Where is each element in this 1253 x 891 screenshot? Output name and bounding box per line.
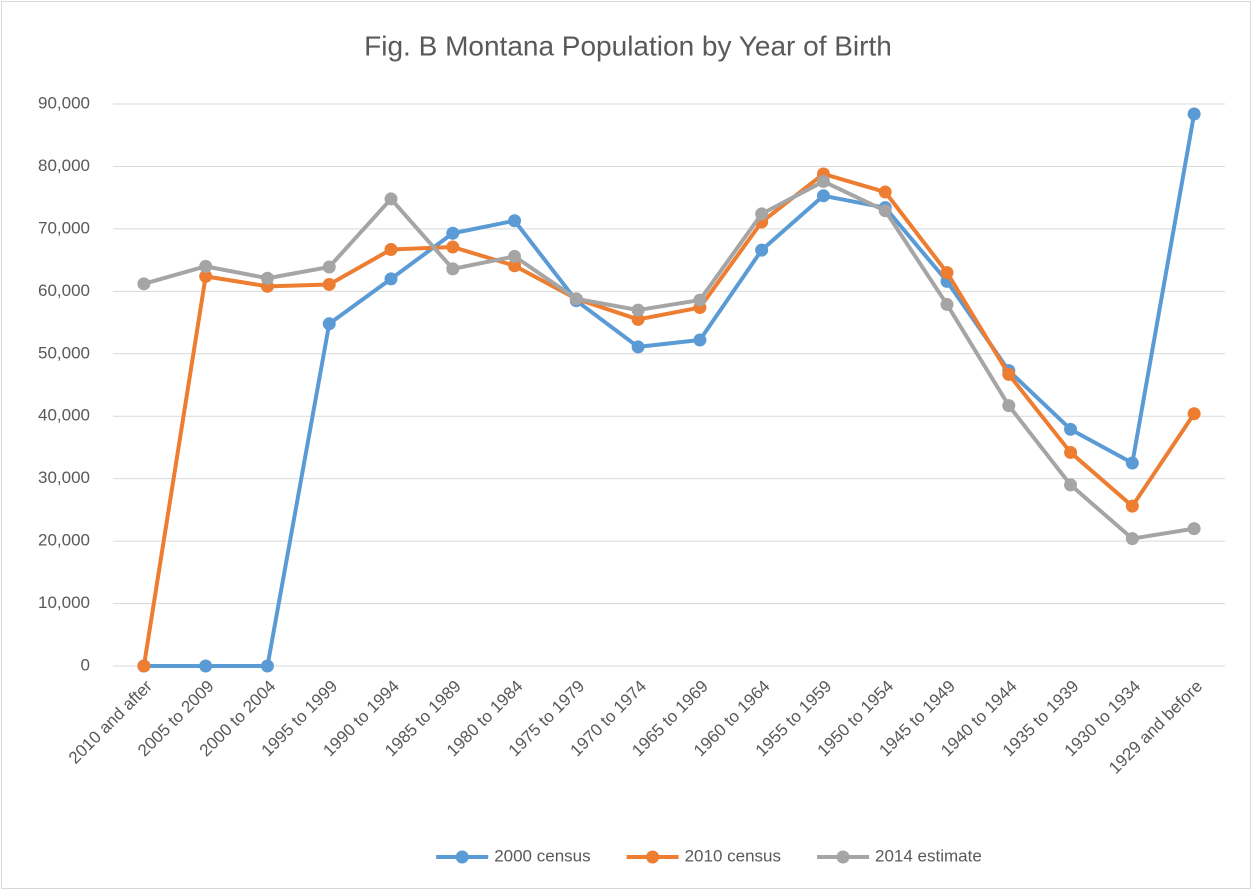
legend-label: 2014 estimate bbox=[875, 846, 982, 865]
data-point bbox=[322, 277, 336, 291]
series-line bbox=[143, 113, 1197, 668]
data-point bbox=[1187, 522, 1201, 536]
data-point bbox=[631, 312, 645, 326]
data-point bbox=[322, 260, 336, 274]
legend-item: 2014 estimate bbox=[817, 846, 982, 865]
data-point bbox=[1064, 422, 1078, 436]
data-point bbox=[384, 272, 398, 286]
data-point bbox=[1187, 107, 1201, 121]
y-tick-label: 0 bbox=[81, 655, 90, 674]
data-point bbox=[816, 174, 830, 188]
data-point bbox=[446, 240, 460, 254]
legend: 2000 census 2010 census 2014 estimate bbox=[436, 846, 982, 865]
data-point bbox=[260, 659, 274, 673]
data-point bbox=[1002, 367, 1016, 381]
y-tick-label: 40,000 bbox=[38, 406, 90, 425]
data-point bbox=[940, 266, 954, 280]
data-point bbox=[1125, 532, 1139, 546]
y-tick-label: 30,000 bbox=[38, 468, 90, 487]
y-tick-label: 60,000 bbox=[38, 281, 90, 300]
data-point bbox=[260, 271, 274, 285]
data-point bbox=[940, 297, 954, 311]
data-point bbox=[631, 303, 645, 317]
data-point bbox=[1187, 407, 1201, 421]
series-line bbox=[141, 171, 1196, 667]
data-point bbox=[137, 659, 151, 673]
legend-marker bbox=[836, 850, 850, 864]
legend-marker bbox=[455, 850, 469, 864]
data-point bbox=[1064, 478, 1078, 492]
data-point bbox=[693, 333, 707, 347]
data-point bbox=[446, 226, 460, 240]
legend-item: 2000 census bbox=[436, 846, 591, 865]
data-point bbox=[384, 242, 398, 256]
data-point bbox=[1125, 499, 1139, 513]
y-tick-label: 50,000 bbox=[38, 343, 90, 362]
data-point bbox=[508, 214, 522, 228]
y-tick-label: 70,000 bbox=[38, 218, 90, 237]
y-tick-label: 90,000 bbox=[38, 93, 90, 112]
y-tick-label: 80,000 bbox=[38, 156, 90, 175]
y-tick-label: 20,000 bbox=[38, 531, 90, 550]
data-point bbox=[199, 269, 213, 283]
data-point bbox=[755, 207, 769, 221]
data-point bbox=[508, 259, 522, 273]
data-point bbox=[1125, 456, 1139, 470]
data-point bbox=[137, 277, 151, 291]
data-point bbox=[446, 262, 460, 276]
chart-title: Fig. B Montana Population by Year of Bir… bbox=[364, 30, 892, 61]
data-point bbox=[755, 243, 769, 257]
data-point bbox=[569, 292, 583, 306]
legend-marker bbox=[646, 850, 660, 864]
data-point bbox=[878, 204, 892, 218]
data-point bbox=[693, 293, 707, 307]
data-point bbox=[816, 189, 830, 203]
data-point bbox=[878, 185, 892, 199]
data-point bbox=[1002, 399, 1016, 413]
data-point bbox=[631, 340, 645, 354]
data-point bbox=[384, 192, 398, 206]
data-point bbox=[199, 259, 213, 273]
legend-label: 2000 census bbox=[494, 846, 590, 865]
data-point bbox=[1064, 445, 1078, 459]
y-tick-label: 10,000 bbox=[38, 593, 90, 612]
series-line bbox=[143, 179, 1195, 541]
legend-item: 2010 census bbox=[626, 846, 781, 865]
data-point bbox=[322, 317, 336, 331]
data-point bbox=[508, 249, 522, 263]
legend-label: 2010 census bbox=[685, 846, 781, 865]
data-point bbox=[199, 659, 213, 673]
